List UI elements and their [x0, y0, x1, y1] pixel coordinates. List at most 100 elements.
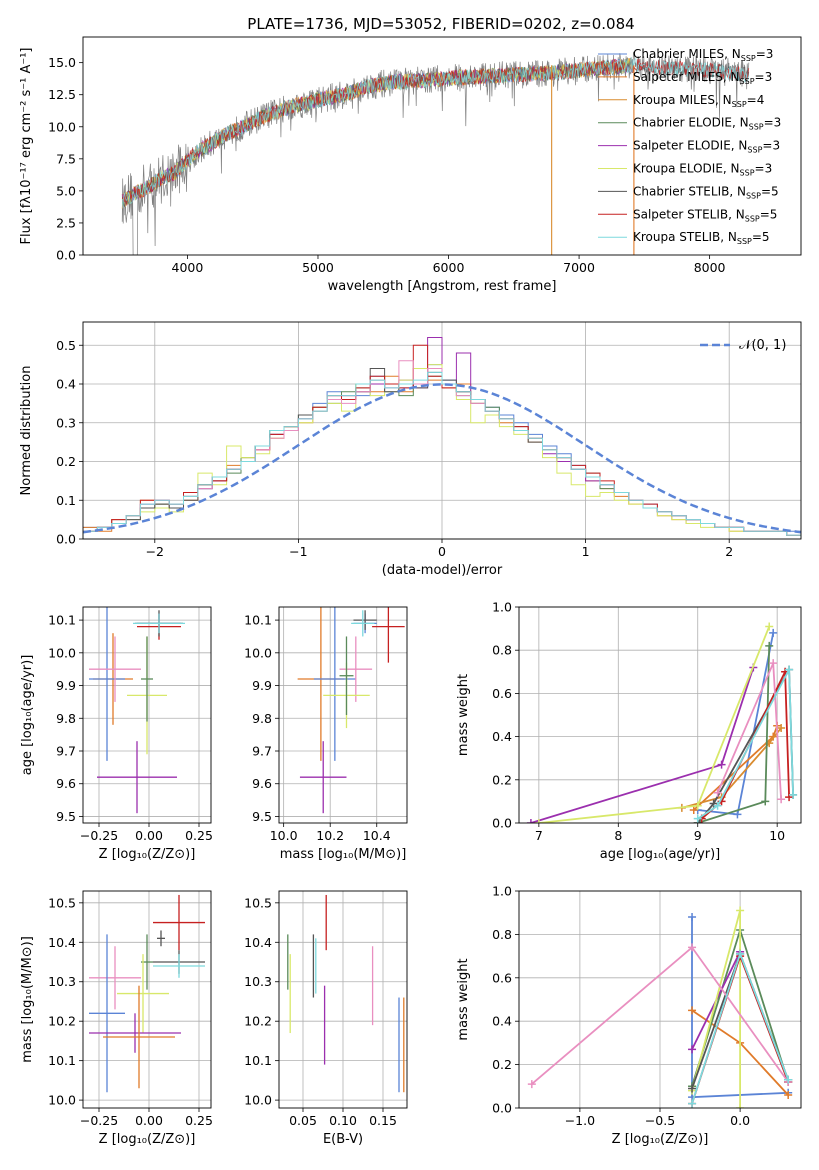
weight-marker: [688, 1006, 697, 1015]
legend-entry: Salpeter STELIB, NSSP=5: [633, 207, 777, 223]
chart-mass_vs_EBV: 0.05 0.10 0.15 10.0 10.1 10.2 10.3 10.4 10.5 E(B-…: [244, 890, 408, 1147]
y-tick-label: 7.5: [56, 151, 76, 166]
weight-marker: [736, 906, 745, 915]
y-tick-label: 9.7: [252, 744, 272, 759]
weight-marker: [784, 1090, 793, 1099]
axes-frame: [82, 890, 212, 1109]
weight-marker: [733, 810, 742, 819]
y-tick-label: 1.0: [492, 600, 512, 615]
weight-marker: [693, 801, 702, 810]
x-tick-label: 0.0: [730, 1113, 750, 1128]
x-tick-label: −0.25: [80, 828, 118, 843]
legend-subscript: SSP: [747, 146, 762, 155]
y-tick-label: 9.6: [252, 776, 272, 791]
legend-subscript: SSP: [737, 237, 752, 246]
legend-entry: Chabrier STELIB, NSSP=5: [633, 184, 779, 200]
y-tick-label: 9.6: [56, 776, 76, 791]
plot-area: [287, 894, 405, 1093]
y-tick-label: 9.5: [252, 809, 272, 824]
plot-area: [89, 894, 205, 1093]
x-tick-label: 6000: [433, 260, 465, 275]
y-tick-label: 10.5: [244, 895, 272, 910]
errorbar-point: [89, 946, 141, 1010]
weight-marker: [689, 806, 698, 815]
y-tick-label: 0.0: [56, 248, 76, 263]
y-tick-label: 10.0: [48, 119, 76, 134]
plot-area: [527, 906, 793, 1108]
histogram-series: [83, 371, 801, 539]
y-tick-label: 10.0: [244, 645, 272, 660]
legend-value: =3: [764, 116, 782, 130]
axes-frame: [82, 321, 802, 540]
y-tick-label: 15.0: [48, 55, 76, 70]
axes-frame: [82, 606, 212, 824]
errorbar-point: [339, 636, 354, 715]
errorbar-point: [89, 1013, 181, 1053]
errorbar-point: [89, 934, 125, 1093]
y-tick-label: 0.4: [492, 729, 512, 744]
y-tick-label: 0.8: [492, 643, 512, 658]
x-tick-label: −2: [146, 544, 164, 559]
x-tick-label: −1: [289, 544, 307, 559]
weight-marker: [769, 628, 778, 637]
weight-marker: [784, 1075, 793, 1084]
x-tick-label: 0.10: [329, 1113, 357, 1128]
figure-title: PLATE=1736, MJD=53052, FIBERID=0202, z=0…: [247, 15, 634, 33]
y-tick-label: 10.5: [48, 895, 76, 910]
y-tick-label: 0.0: [56, 532, 76, 547]
errorbar-point: [353, 610, 377, 630]
x-tick-label: 0.25: [185, 828, 213, 843]
weight-line: [697, 666, 794, 820]
y-tick-label: 10.0: [48, 1093, 76, 1108]
y-tick-label: 9.8: [252, 711, 272, 726]
legend-label: Kroupa ELODIE, N: [633, 162, 740, 176]
x-axis-label: (data-model)/error: [382, 563, 503, 578]
y-tick-label: 10.1: [48, 613, 76, 628]
x-tick-label: 10.0: [270, 828, 298, 843]
chart-weight_vs_Z: −1.0 −0.5 0.0 0.0 0.2 0.4 0.6 0.8 1.0 Z [log₁₀(Z/…: [456, 884, 802, 1147]
errorbar-point: [372, 607, 405, 663]
axes-frame: [518, 606, 802, 824]
y-tick-label: 0.5: [56, 338, 76, 353]
weight-marker: [717, 760, 726, 769]
weight-marker: [761, 797, 770, 806]
weight-marker: [688, 943, 697, 952]
legend-entry: Kroupa MILES, NSSP=4: [633, 93, 764, 109]
y-tick-label: 10.1: [244, 613, 272, 628]
errorbar-point: [157, 930, 165, 947]
legend-subscript: SSP: [745, 214, 760, 223]
x-tick-label: 7000: [563, 260, 595, 275]
x-tick-label: 2: [725, 544, 733, 559]
chart-weight_vs_age: 7 8 9 10 0.0 0.2 0.4 0.6 0.8 1.0 age [log₁₀(age/yr…: [456, 600, 802, 862]
plot-area: [83, 337, 801, 539]
chart-age_vs_mass: 10.0 10.2 10.4 9.5 9.6 9.7 9.8 9.9 10.0 10.1 mass …: [244, 606, 408, 862]
y-tick-label: 9.5: [56, 809, 76, 824]
x-tick-label: 10.2: [316, 828, 344, 843]
x-axis-label: Z [log₁₀(Z/Z⊙)]: [612, 1132, 709, 1147]
legend-subscript: SSP: [740, 77, 755, 86]
x-tick-label: −0.5: [645, 1113, 675, 1128]
y-tick-label: 10.0: [48, 645, 76, 660]
legend-subscript: SSP: [746, 191, 761, 200]
legend-entry: 𝒩(0, 1): [739, 338, 786, 353]
y-tick-label: 10.2: [48, 1014, 76, 1029]
legend-value: =3: [755, 70, 773, 84]
x-tick-label: 0.15: [369, 1113, 397, 1128]
weight-marker: [688, 1045, 697, 1054]
weight-marker: [527, 1080, 536, 1089]
weight-marker: [736, 1104, 745, 1108]
x-tick-label: −1.0: [565, 1113, 595, 1128]
legend-value: =3: [755, 162, 773, 176]
model-spectrum-line: [121, 56, 750, 209]
y-tick-label: 0.0: [492, 1101, 512, 1116]
y-tick-label: 10.2: [244, 1014, 272, 1029]
plot-area: [89, 607, 185, 814]
legend-label: Kroupa MILES, N: [633, 93, 732, 107]
x-tick-label: 8: [614, 828, 622, 843]
gaussian-curve: [83, 383, 801, 534]
y-tick-label: 0.6: [492, 970, 512, 985]
weight-marker: [526, 819, 535, 823]
model-spectrum-line: [121, 58, 632, 207]
